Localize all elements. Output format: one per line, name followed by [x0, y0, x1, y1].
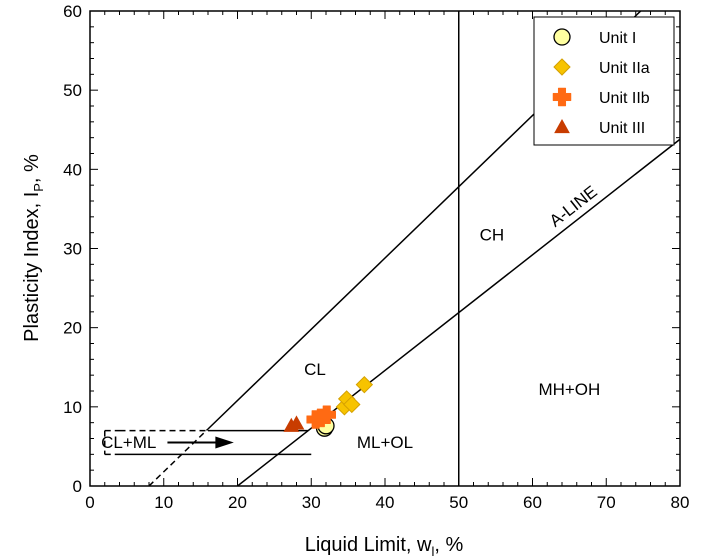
region-label-cl-ml: CL+ML [101, 433, 156, 452]
x-tick-label: 60 [523, 493, 542, 512]
region-label-ch: CH [480, 226, 505, 245]
legend-marker-unit-iia [553, 58, 571, 76]
legend-marker-unit-i [553, 28, 571, 46]
data-points [283, 375, 374, 437]
x-tick-label: 30 [302, 493, 321, 512]
legend: Unit I Unit IIa Unit IIb Unit III [533, 16, 675, 146]
y-axis-title: Plasticity Index, IP, % [21, 154, 46, 342]
point-unit-iib [317, 405, 336, 424]
y-tick-label: 30 [63, 240, 82, 259]
region-label-cl: CL [304, 360, 326, 379]
x-tick-label: 0 [85, 493, 94, 512]
reference-lines [104, 11, 680, 486]
u-line-dashed [148, 428, 209, 486]
region-label-ml-ol: ML+OL [357, 433, 413, 452]
point-unit-iii [288, 415, 305, 430]
x-tick-label: 10 [154, 493, 173, 512]
x-tick-label: 40 [376, 493, 395, 512]
reference-lines-clipped [104, 11, 680, 486]
point-unit-iia [355, 375, 374, 394]
legend-label: Unit I [599, 30, 636, 47]
legend-label: Unit IIa [599, 60, 650, 77]
legend-marker-unit-iii [554, 118, 570, 134]
y-tick-label: 40 [63, 160, 82, 179]
legend-label: Unit IIb [599, 90, 650, 107]
y-tick-label: 50 [63, 81, 82, 100]
x-tick-label: 70 [597, 493, 616, 512]
x-tick-label: 80 [671, 493, 690, 512]
point-unit-iia [343, 395, 361, 414]
legend-marker-unit-iib [552, 87, 572, 107]
legend-label: Unit III [599, 120, 645, 137]
x-tick-label: 50 [449, 493, 468, 512]
y-tick-label: 60 [63, 2, 82, 21]
region-label-mh-oh: MH+OH [538, 380, 600, 399]
y-tick-label: 0 [73, 477, 82, 496]
y-tick-label: 20 [63, 319, 82, 338]
x-axis-title: Liquid Limit, wl, % [305, 534, 464, 557]
x-tick-label: 20 [228, 493, 247, 512]
cl-ml-arrow-head [215, 436, 234, 449]
axis-ticks: 0 10 20 30 40 50 60 70 80 0 10 20 30 40 50 60 [63, 2, 689, 512]
y-tick-label: 10 [63, 398, 82, 417]
